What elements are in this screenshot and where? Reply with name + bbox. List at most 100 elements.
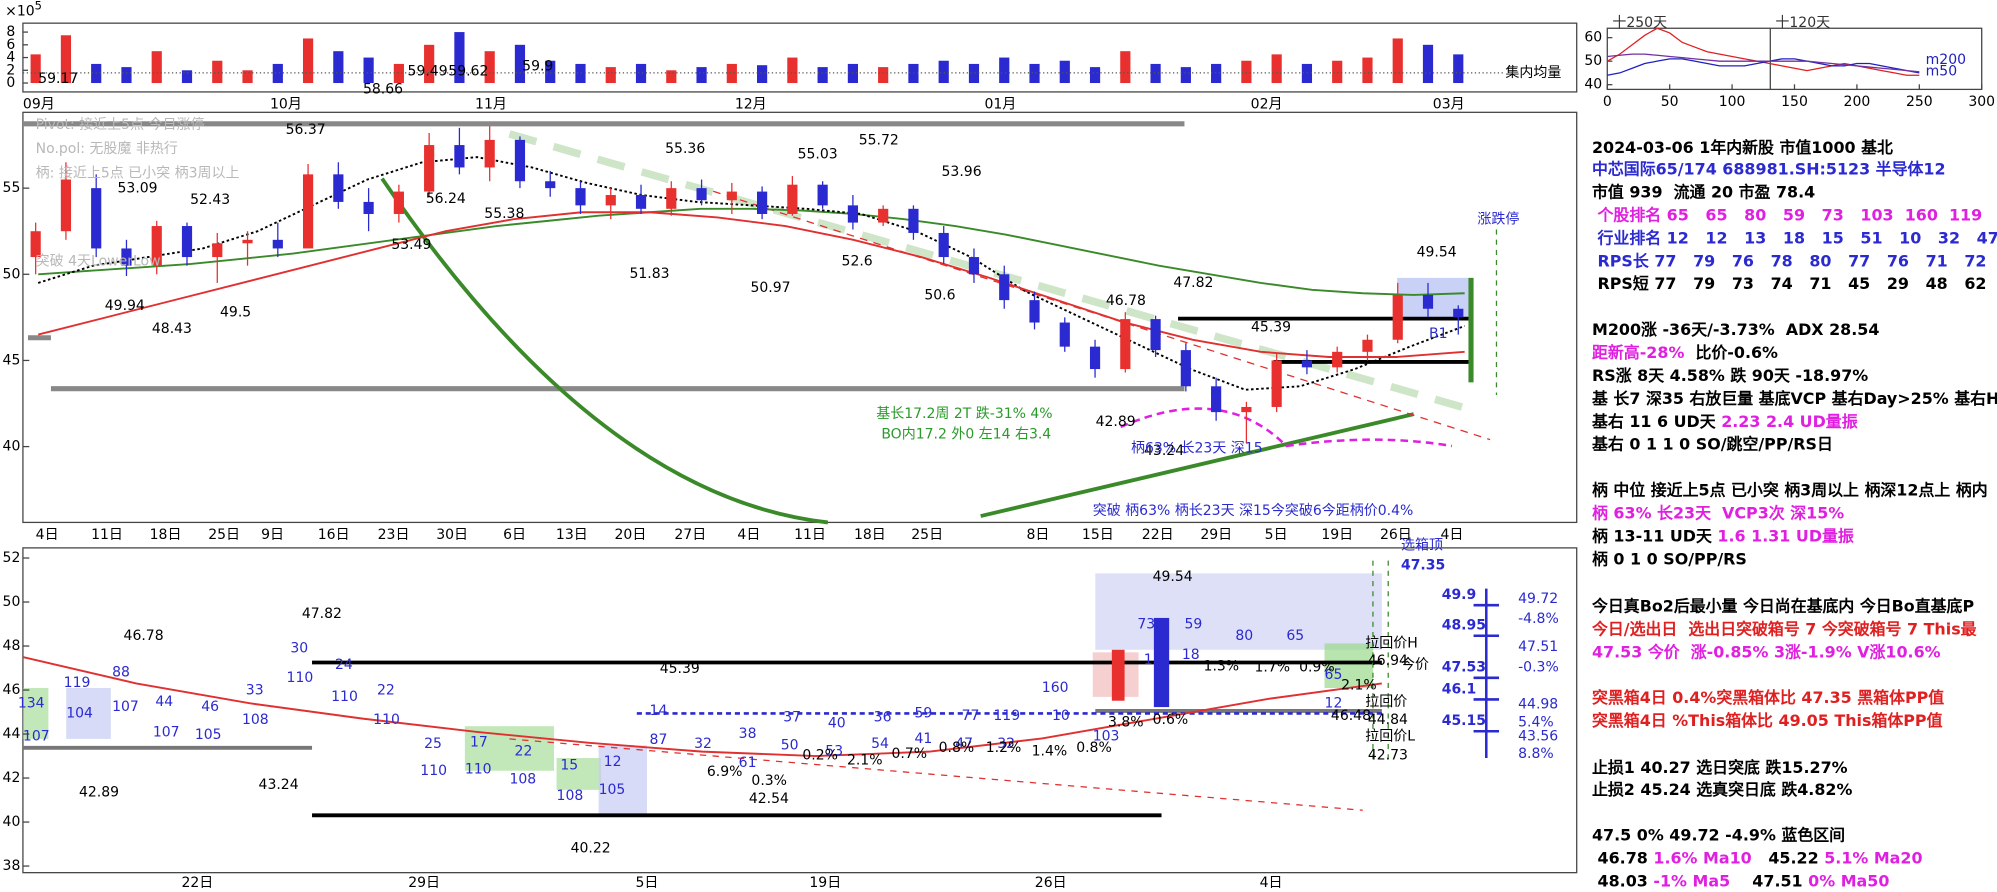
info-segment: RS涨 8天 4.58% 跌 90天 -18.97% bbox=[1592, 365, 1868, 384]
note: Pivot: 接近上5点 今日涨停 bbox=[36, 116, 205, 133]
pullback-label: 46.48 bbox=[1331, 708, 1371, 724]
x-tick-label: 19日 bbox=[1321, 527, 1353, 543]
volume-bar bbox=[454, 32, 465, 84]
x-tick-label: 100 bbox=[1719, 94, 1746, 110]
scale-label: 8.8% bbox=[1518, 746, 1554, 762]
note: 涨跌停 bbox=[1477, 210, 1519, 227]
y-tick-label: 48 bbox=[3, 638, 21, 654]
candle-body bbox=[1362, 339, 1373, 352]
info-segment: 今日真Bo2后最小量 今日尚在基底内 今日Bo直基底P bbox=[1591, 596, 1974, 615]
x-tick-label: 11日 bbox=[91, 527, 123, 543]
box-label: 41 bbox=[914, 731, 932, 747]
box-label: 24 bbox=[335, 657, 353, 673]
pct-label: 0.2% bbox=[802, 747, 838, 763]
pct-label: 0.3% bbox=[751, 773, 787, 789]
price-label: 47.82 bbox=[302, 606, 342, 622]
scale-label: 47.53 bbox=[1442, 660, 1486, 676]
x-tick-label: 4日 bbox=[737, 527, 760, 543]
info-segment: 个股排名 65 65 80 59 73 103 160 119 77 59 bbox=[1592, 205, 1997, 224]
info-line: 46.78 1.6% Ma10 45.22 5.1% Ma20 bbox=[1592, 848, 1923, 867]
box-label: 110 bbox=[373, 712, 400, 728]
curve bbox=[980, 412, 1415, 518]
box-label: 160 bbox=[1042, 680, 1069, 696]
candle-body bbox=[545, 181, 556, 189]
volume-label: 59.17 bbox=[38, 71, 78, 87]
box-label: 104 bbox=[66, 705, 93, 721]
box-label: 110 bbox=[420, 763, 447, 779]
x-tick-label: 8日 bbox=[1027, 527, 1050, 543]
x-tick-label: 6日 bbox=[503, 527, 526, 543]
info-line: 今日真Bo2后最小量 今日尚在基底内 今日Bo直基底P bbox=[1591, 596, 1974, 615]
price-label: 43.24 bbox=[259, 777, 299, 793]
y-tick-label: 60 bbox=[1584, 30, 1602, 46]
info-line: 柄 63% 长23天 VCP3次 深15% bbox=[1592, 503, 1844, 522]
info-line: 市值 939 流通 20 市盈 78.4 bbox=[1592, 182, 1815, 201]
pullback-label: 46.94 bbox=[1368, 653, 1408, 669]
info-segment: 45.22 bbox=[1752, 848, 1824, 867]
note: 柄63% 长23天 深15 bbox=[1131, 441, 1263, 457]
info-segment: 距新高-28% bbox=[1592, 343, 1684, 362]
box-label: 36 bbox=[874, 709, 892, 725]
volume-bar bbox=[1029, 63, 1040, 84]
note: BO内17.2 外0 左14 右3.4 bbox=[881, 427, 1051, 443]
info-line: 突黑箱4日 0.4%突黑箱体比 47.35 黑箱体PP值 bbox=[1592, 688, 1944, 707]
y-tick-label: 40 bbox=[3, 814, 21, 830]
info-line: 柄 13-11 UD天 1.6 1.31 UD量振 bbox=[1592, 526, 1854, 545]
info-line: 基右 11 6 UD天 2.23 2.4 UD量振 bbox=[1591, 411, 1858, 430]
x-tick-label: 25日 bbox=[911, 527, 943, 543]
info-line: 基右 0 1 1 0 SO/跳空/PP/RS日 bbox=[1591, 434, 1833, 453]
price-label: 43.24 bbox=[1144, 443, 1184, 459]
x-tick-label: 30日 bbox=[436, 527, 468, 543]
candle-body bbox=[666, 188, 677, 209]
box bbox=[1324, 643, 1373, 688]
y-tick-label: 40 bbox=[1584, 77, 1602, 93]
box bbox=[66, 687, 111, 739]
price-label: 40.22 bbox=[571, 840, 611, 856]
box-label: 22 bbox=[515, 744, 533, 760]
box-label: 37 bbox=[783, 709, 801, 725]
x-tick-label: 300 bbox=[1968, 94, 1995, 110]
box-label: 108 bbox=[557, 788, 584, 804]
curve bbox=[1120, 407, 1453, 448]
volume-bar bbox=[1422, 44, 1434, 84]
volume-bar bbox=[1271, 54, 1282, 84]
trend bbox=[509, 738, 1363, 811]
info-segment: 5.1% Ma20 bbox=[1824, 848, 1922, 867]
info-line: 今日/选出日 选出日突破箱号 7 今突破箱号 7 This最 bbox=[1591, 619, 1977, 638]
x-tick-label: 4日 bbox=[1440, 527, 1463, 543]
x-tick-label: 26日 bbox=[1380, 527, 1412, 543]
pct-label: 0.9% bbox=[1299, 660, 1335, 676]
candle-body bbox=[908, 208, 919, 233]
y-tick-label: 2 bbox=[6, 62, 15, 78]
volume-bar bbox=[212, 60, 223, 84]
info-line: 个股排名 65 65 80 59 73 103 160 119 77 59 bbox=[1592, 205, 1997, 224]
scale-label: 46.1 bbox=[1442, 681, 1477, 697]
x-tick-label: 29日 bbox=[408, 875, 440, 891]
candle-body bbox=[1453, 308, 1464, 318]
ma-line bbox=[37, 211, 1465, 358]
y-tick-label: 50 bbox=[3, 594, 21, 610]
candle-body bbox=[1332, 351, 1343, 368]
box-label: 119 bbox=[64, 675, 91, 691]
volume-bar bbox=[181, 70, 193, 84]
x-tick-label: 5日 bbox=[636, 875, 659, 891]
candle-body bbox=[938, 232, 949, 258]
price-label: 56.24 bbox=[426, 191, 466, 207]
rps-line bbox=[1607, 58, 1920, 76]
candle-body bbox=[1211, 386, 1222, 413]
x-tick-label: 19日 bbox=[809, 875, 841, 891]
price-label: 52.43 bbox=[190, 192, 230, 208]
volume-bar bbox=[121, 67, 132, 84]
pullback-label: 拉回价L bbox=[1365, 728, 1415, 744]
x-tick-label: 29日 bbox=[1200, 527, 1232, 543]
y-tick-label: 52 bbox=[3, 550, 21, 566]
volume-bar bbox=[514, 44, 526, 84]
candle-body bbox=[302, 174, 314, 249]
info-segment: 止损2 45.24 选真突日底 跌4.82% bbox=[1592, 779, 1852, 798]
note: 选箱顶 bbox=[1401, 537, 1443, 553]
pullback-label: 44.84 bbox=[1368, 712, 1408, 728]
x-tick-label: 200 bbox=[1844, 94, 1871, 110]
x-tick-label: 150 bbox=[1781, 94, 1808, 110]
